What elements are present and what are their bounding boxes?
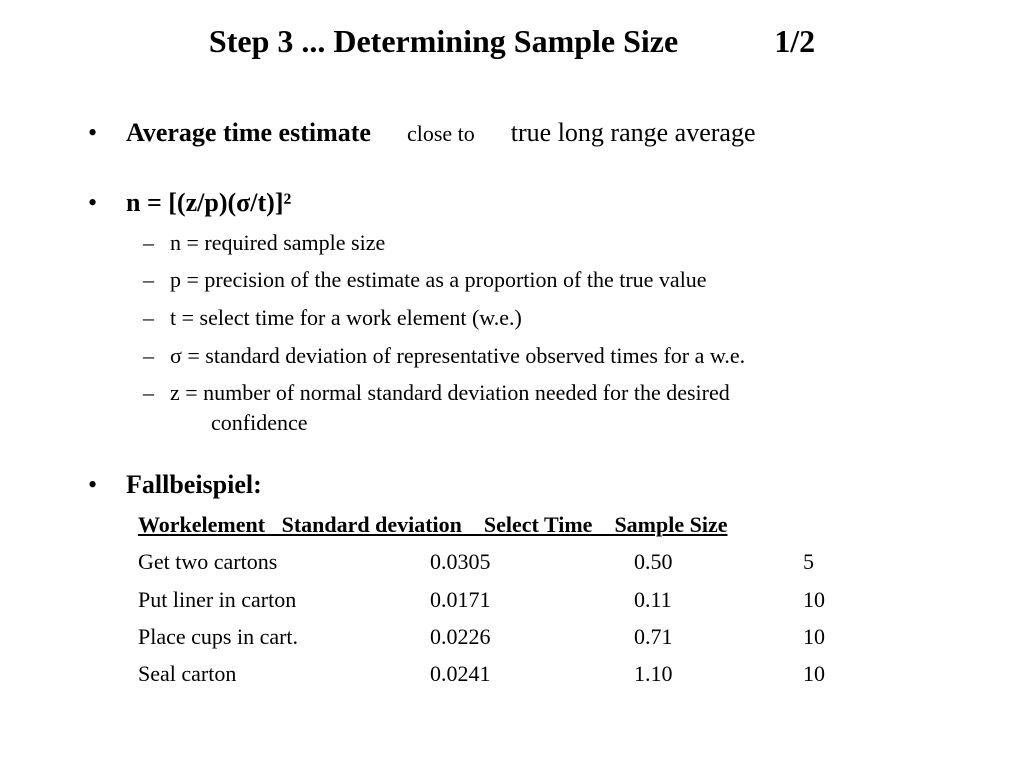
cell-sample-size: 10: [803, 661, 825, 686]
cell-standard-deviation: 0.0241: [430, 661, 491, 686]
bullet-marker: •: [88, 188, 98, 217]
formula: n = [(z/p)(σ/t)]²: [126, 188, 292, 217]
definition-sigma: σ = standard deviation of representative…: [170, 343, 746, 368]
bullet-average-time-small: close to: [406, 121, 475, 146]
title-text: Step 3 ... Determining Sample Size: [208, 23, 679, 59]
cell-standard-deviation: 0.0171: [430, 587, 491, 612]
bullet-average-time-bold: Average time estimate: [126, 118, 371, 147]
definition-z: z = number of normal standard deviation …: [170, 380, 730, 405]
definition-t: t = select time for a work element (w.e.…: [170, 305, 522, 330]
bullet-average-time-rest: true long range average: [510, 118, 756, 147]
example-heading: Fallbeispiel:: [126, 470, 262, 499]
cell-workelement: Get two cartons: [138, 549, 278, 574]
cell-standard-deviation: 0.0305: [430, 549, 491, 574]
definition-n: n = required sample size: [170, 230, 386, 255]
table-header: Workelement Standard deviation Select Ti…: [138, 512, 728, 537]
definition-p: p = precision of the estimate as a propo…: [170, 267, 707, 292]
bullet-marker: •: [88, 470, 98, 499]
cell-workelement: Seal carton: [138, 661, 237, 686]
cell-standard-deviation: 0.0226: [430, 624, 491, 649]
cell-workelement: Place cups in cart.: [138, 624, 299, 649]
cell-workelement: Put liner in carton: [138, 587, 297, 612]
page-number: 1/2: [774, 23, 816, 59]
definition-z-continued: confidence: [211, 410, 308, 435]
dash-marker: –: [143, 305, 154, 330]
cell-select-time: 1.10: [634, 661, 673, 686]
bullet-marker: •: [88, 118, 98, 147]
cell-sample-size: 10: [803, 587, 825, 612]
cell-select-time: 0.11: [634, 587, 672, 612]
dash-marker: –: [143, 267, 154, 292]
bullet-average-time: Average time estimate close to true long r…: [126, 118, 755, 148]
slide-title: Step 3 ... Determining Sample Size 1/2: [0, 23, 1024, 60]
dash-marker: –: [143, 380, 154, 405]
cell-select-time: 0.50: [634, 549, 673, 574]
cell-sample-size: 10: [803, 624, 825, 649]
dash-marker: –: [143, 343, 154, 368]
dash-marker: –: [143, 230, 154, 255]
cell-select-time: 0.71: [634, 624, 673, 649]
cell-sample-size: 5: [803, 549, 814, 574]
